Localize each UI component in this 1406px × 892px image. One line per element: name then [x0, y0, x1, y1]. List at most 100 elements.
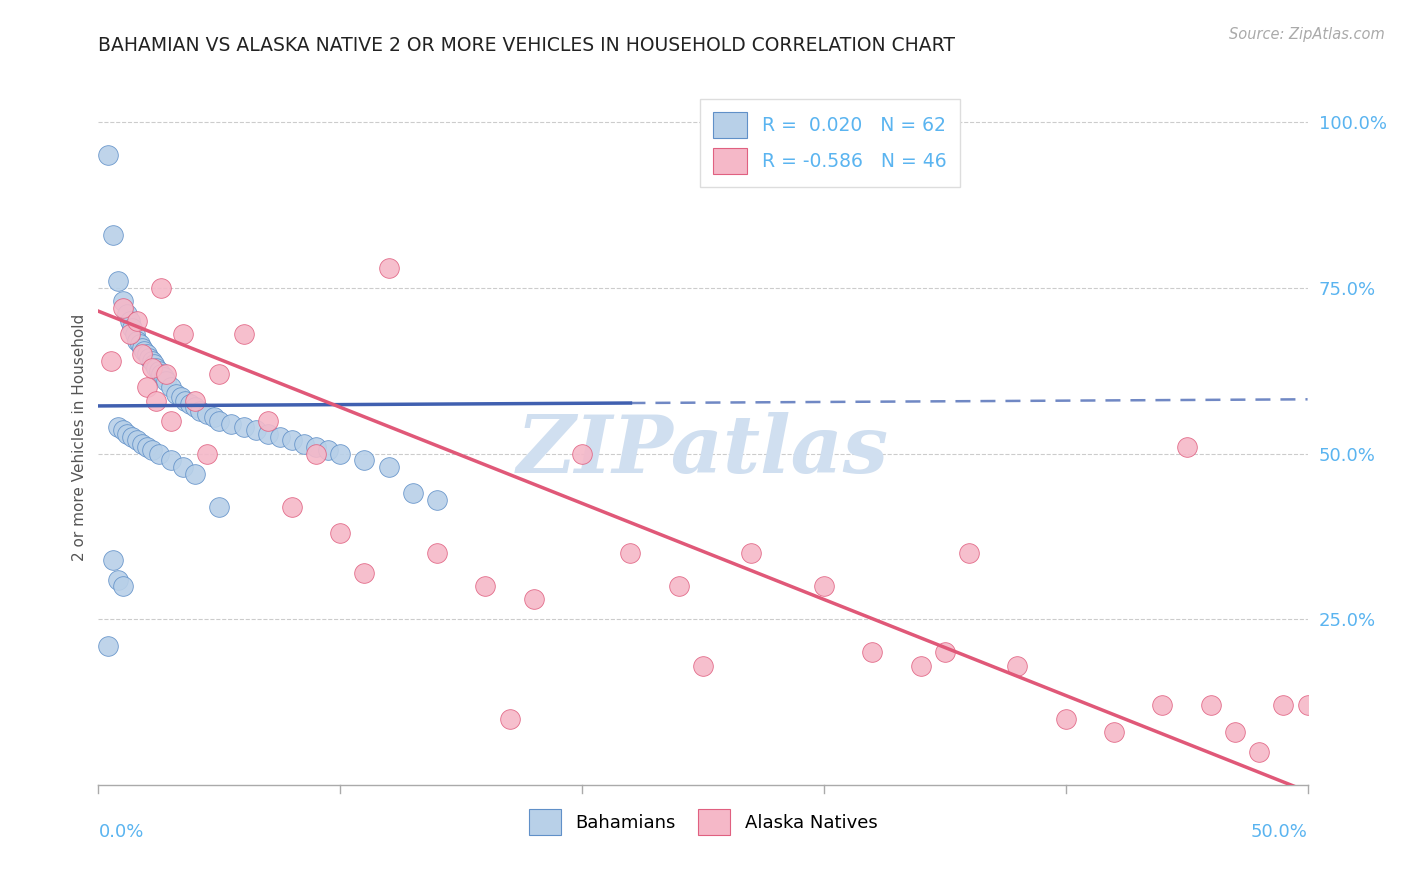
Point: [619, 546, 641, 560]
Point: [232, 327, 254, 342]
Text: 0.0%: 0.0%: [98, 823, 143, 841]
Point: [127, 334, 149, 348]
Point: [134, 343, 156, 358]
Point: [141, 354, 163, 368]
Point: [305, 440, 328, 454]
Point: [155, 374, 177, 388]
Text: ZIPatlas: ZIPatlas: [517, 412, 889, 490]
Point: [208, 500, 231, 514]
Point: [131, 347, 153, 361]
Point: [135, 440, 157, 454]
Point: [184, 467, 207, 481]
Point: [150, 367, 173, 381]
Point: [172, 459, 194, 474]
Point: [143, 357, 166, 371]
Point: [111, 579, 134, 593]
Point: [208, 413, 231, 427]
Point: [141, 443, 163, 458]
Point: [1249, 745, 1271, 759]
Point: [269, 430, 291, 444]
Point: [184, 401, 207, 415]
Point: [174, 393, 197, 408]
Point: [188, 403, 211, 417]
Point: [121, 430, 143, 444]
Point: [124, 327, 146, 342]
Point: [245, 424, 267, 438]
Point: [232, 420, 254, 434]
Point: [118, 327, 141, 342]
Point: [107, 420, 129, 434]
Point: [117, 308, 139, 322]
Point: [127, 434, 149, 448]
Point: [498, 712, 520, 726]
Point: [426, 546, 449, 560]
Point: [256, 413, 278, 427]
Point: [523, 592, 546, 607]
Point: [1175, 440, 1198, 454]
Point: [1152, 698, 1174, 713]
Point: [1007, 658, 1029, 673]
Point: [281, 500, 304, 514]
Text: BAHAMIAN VS ALASKA NATIVE 2 OR MORE VEHICLES IN HOUSEHOLD CORRELATION CHART: BAHAMIAN VS ALASKA NATIVE 2 OR MORE VEHI…: [98, 36, 956, 54]
Point: [100, 354, 122, 368]
Point: [117, 426, 139, 441]
Point: [957, 546, 980, 560]
Point: [281, 434, 304, 448]
Point: [118, 314, 141, 328]
Point: [256, 426, 278, 441]
Point: [910, 658, 932, 673]
Point: [184, 393, 207, 408]
Point: [1199, 698, 1222, 713]
Point: [172, 327, 194, 342]
Point: [1272, 698, 1295, 713]
Point: [148, 364, 170, 378]
Point: [221, 417, 243, 431]
Y-axis label: 2 or more Vehicles in Household: 2 or more Vehicles in Household: [72, 313, 87, 561]
Point: [179, 397, 201, 411]
Point: [377, 459, 399, 474]
Point: [131, 341, 153, 355]
Point: [426, 493, 449, 508]
Point: [934, 645, 956, 659]
Point: [668, 579, 690, 593]
Point: [131, 436, 153, 450]
Point: [353, 453, 375, 467]
Point: [127, 314, 149, 328]
Point: [148, 447, 170, 461]
Point: [1296, 698, 1319, 713]
Point: [1223, 725, 1246, 739]
Point: [101, 552, 124, 566]
Point: [155, 367, 177, 381]
Point: [813, 579, 835, 593]
Point: [145, 360, 167, 375]
Point: [208, 367, 231, 381]
Point: [97, 639, 120, 653]
Point: [160, 413, 183, 427]
Point: [195, 407, 218, 421]
Text: Source: ZipAtlas.com: Source: ZipAtlas.com: [1229, 27, 1385, 42]
Point: [204, 410, 226, 425]
Point: [292, 436, 315, 450]
Point: [474, 579, 496, 593]
Point: [169, 390, 191, 404]
Point: [107, 274, 129, 288]
Point: [1054, 712, 1077, 726]
Point: [740, 546, 762, 560]
Point: [135, 347, 157, 361]
Point: [111, 294, 134, 309]
Point: [138, 351, 160, 365]
Point: [152, 370, 174, 384]
Point: [101, 227, 124, 242]
Point: [305, 447, 328, 461]
Point: [692, 658, 714, 673]
Point: [160, 453, 183, 467]
Point: [860, 645, 883, 659]
Point: [1102, 725, 1125, 739]
Point: [150, 281, 173, 295]
Point: [145, 393, 167, 408]
Point: [121, 320, 143, 334]
Text: 50.0%: 50.0%: [1251, 823, 1308, 841]
Point: [165, 387, 187, 401]
Point: [402, 486, 425, 500]
Point: [329, 447, 352, 461]
